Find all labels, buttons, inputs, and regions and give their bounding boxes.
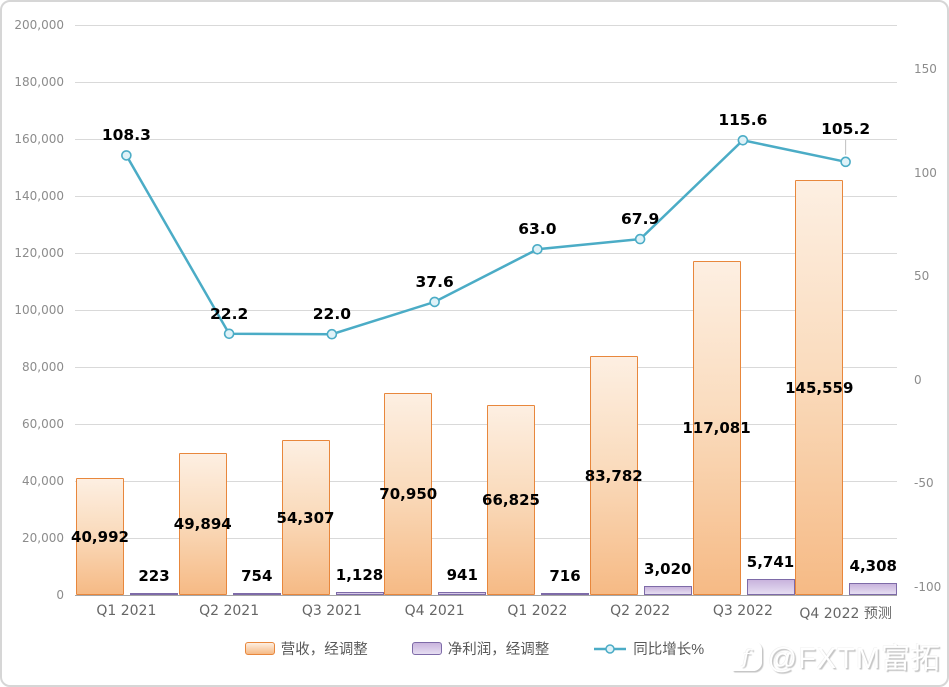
legend: 营收，经调整 净利润，经调整 同比增长% — [2, 638, 947, 659]
category-label: Q1 2022 — [507, 603, 568, 619]
netprofit-bar-label: 754 — [241, 566, 273, 585]
left-axis-tick: 100,000 — [14, 303, 64, 317]
right-axis-tick: -100 — [914, 580, 942, 594]
netprofit-bar — [130, 593, 178, 595]
revenue-bar-label: 83,782 — [584, 466, 643, 485]
legend-item-growth: 同比增长% — [593, 638, 704, 659]
gridline — [75, 253, 897, 254]
growth-point-label: 67.9 — [621, 210, 660, 229]
revenue-bar — [384, 392, 433, 595]
netprofit-bar-label: 4,308 — [849, 556, 897, 575]
revenue-bar-label: 145,559 — [785, 378, 854, 397]
left-axis-tick: 180,000 — [14, 75, 64, 89]
revenue-bar-label: 40,992 — [71, 527, 129, 546]
netprofit-bar — [849, 582, 898, 595]
netprofit-bar — [541, 592, 589, 595]
revenue-bar-label: 66,825 — [482, 490, 540, 509]
netprofit-bar-label: 5,741 — [746, 552, 795, 571]
x-axis-line — [75, 595, 897, 596]
left-axis-tick: 40,000 — [22, 474, 64, 488]
left-axis-tick: 120,000 — [14, 246, 64, 260]
left-axis-tick: 60,000 — [22, 417, 64, 431]
growth-marker — [737, 134, 749, 146]
category-label: Q3 2021 — [301, 603, 362, 619]
revenue-bar-label: 54,307 — [276, 508, 335, 527]
netprofit-bar-label: 941 — [446, 566, 478, 585]
legend-item-netprofit: 净利润，经调整 — [411, 638, 550, 659]
gridline — [75, 139, 897, 140]
growth-marker — [223, 328, 235, 340]
right-axis-tick: 0 — [914, 372, 922, 387]
growth-point-label: 108.3 — [101, 126, 151, 145]
revenue-swatch-icon — [244, 642, 275, 655]
growth-point-label: 115.6 — [718, 111, 768, 130]
netprofit-bar — [335, 591, 384, 595]
gridline — [75, 538, 897, 539]
gridline — [75, 481, 897, 482]
left-axis-tick: 160,000 — [14, 132, 64, 146]
netprofit-bar — [438, 592, 487, 595]
growth-point-label: 105.2 — [821, 119, 871, 138]
category-label: Q3 2022 — [712, 603, 773, 619]
left-axis-tick: 80,000 — [22, 360, 64, 374]
gridline — [75, 82, 897, 83]
revenue-bar — [589, 356, 638, 595]
revenue-bar — [281, 440, 330, 595]
category-label: Q4 2022 预测 — [799, 606, 892, 622]
revenue-bar — [487, 404, 535, 595]
category-label: Q1 2021 — [96, 603, 157, 619]
netprofit-bar-label: 716 — [549, 566, 581, 585]
netprofit-bar-label: 223 — [138, 567, 170, 585]
watermark: f @FXTM富拓 — [731, 635, 941, 677]
category-label: Q2 2022 — [610, 603, 671, 619]
gridline — [75, 25, 897, 26]
revenue-bar-label: 70,950 — [379, 484, 438, 503]
netprofit-bar — [232, 592, 281, 595]
gridline — [75, 196, 897, 197]
netprofit-bar-label: 1,128 — [335, 565, 384, 584]
right-axis-tick: -50 — [914, 476, 934, 491]
growth-point-label: 22.0 — [312, 305, 351, 324]
watermark-text: @FXTM富拓 — [767, 643, 941, 675]
category-label: Q4 2021 — [404, 603, 465, 619]
netprofit-bar — [643, 586, 692, 595]
netprofit-swatch-icon — [411, 642, 442, 655]
revenue-bar-label: 49,894 — [173, 514, 232, 533]
gridline — [75, 310, 897, 311]
gridline — [75, 367, 897, 368]
right-axis-tick: 50 — [914, 269, 930, 284]
growth-marker — [634, 233, 646, 245]
netprofit-bar — [746, 578, 795, 595]
right-axis-tick: 150 — [914, 62, 937, 76]
growth-point-label: 63.0 — [518, 220, 557, 239]
legend-netprofit-label: 净利润，经调整 — [447, 642, 550, 658]
left-axis-tick: 200,000 — [14, 18, 64, 32]
growth-marker — [840, 156, 851, 168]
left-axis-tick: 20,000 — [22, 531, 64, 545]
netprofit-bar-label: 3,020 — [644, 560, 692, 579]
legend-growth-label: 同比增长% — [633, 642, 705, 658]
revenue-bar — [178, 452, 227, 595]
growth-point-label: 22.2 — [210, 304, 249, 323]
growth-marker — [429, 296, 440, 308]
fxtm-logo-icon: f — [731, 641, 762, 671]
growth-point-label: 37.6 — [415, 272, 454, 291]
left-axis-tick: 140,000 — [14, 189, 64, 203]
gridline — [75, 424, 897, 425]
right-axis-tick: 100 — [914, 165, 937, 180]
left-axis-tick: 0 — [56, 588, 64, 602]
revenue-bar-label: 117,081 — [682, 419, 751, 438]
legend-item-revenue: 营收，经调整 — [244, 638, 368, 659]
growth-marker — [121, 150, 132, 161]
category-label: Q2 2021 — [199, 603, 260, 619]
revenue-bar — [76, 478, 124, 595]
growth-line-swatch-icon — [594, 643, 627, 654]
growth-marker — [326, 328, 338, 340]
legend-revenue-label: 营收，经调整 — [280, 642, 368, 658]
